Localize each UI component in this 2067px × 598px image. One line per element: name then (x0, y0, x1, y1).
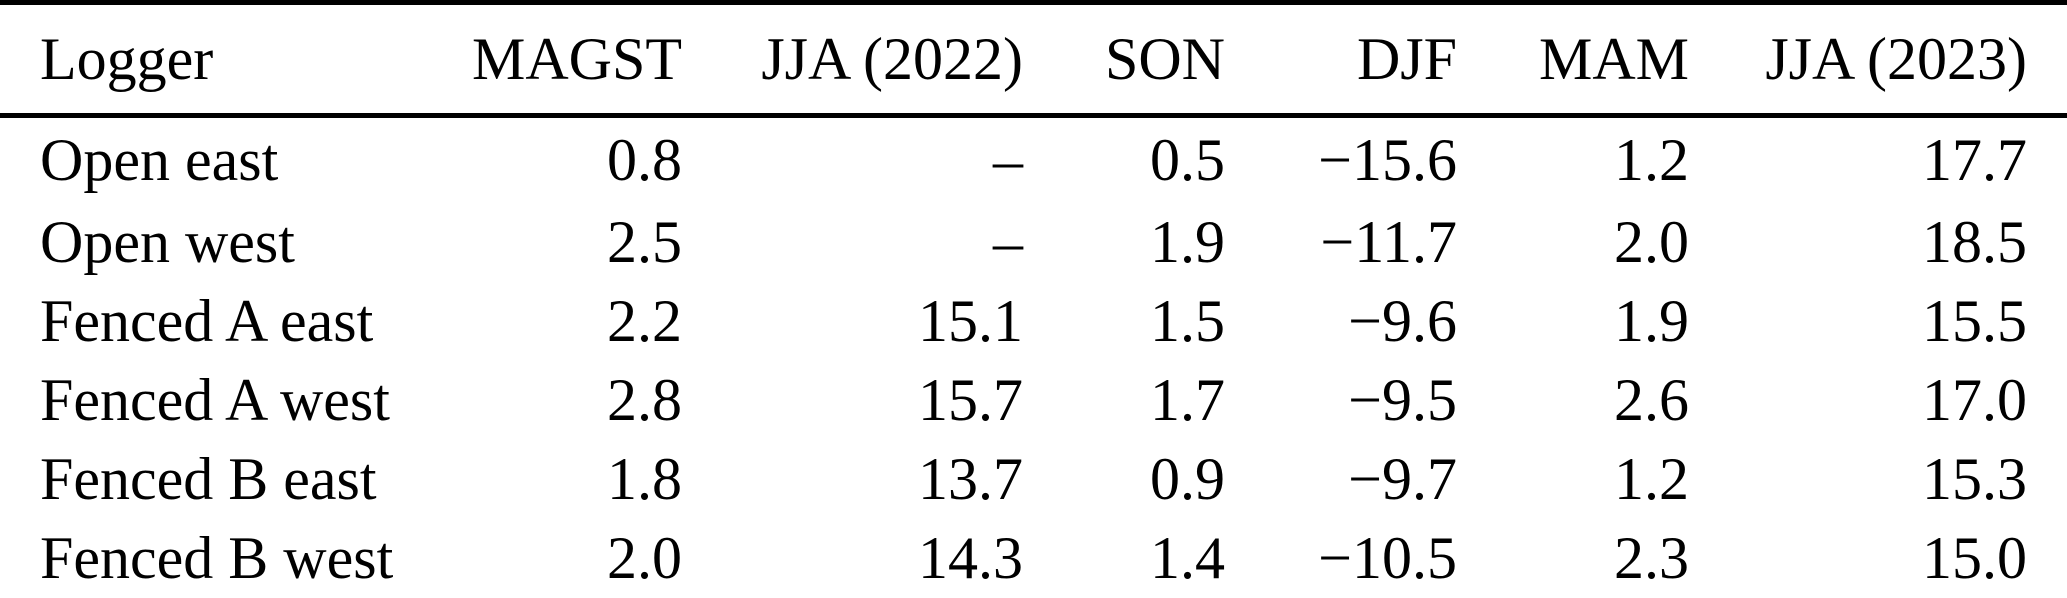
table-cell: 0.5 (1150, 127, 1225, 193)
table-cell: −9.5 (1348, 367, 1457, 433)
table-cell: 15.5 (1922, 288, 2027, 354)
table-cell: – (993, 127, 1023, 193)
row-label-fenced-b-east: Fenced B east (40, 446, 377, 512)
column-header-logger: Logger (0, 2, 442, 118)
table-cell: 1.9 (1614, 288, 1689, 354)
table-cell: 17.0 (1922, 367, 2027, 433)
column-header-djf: DJF (1225, 2, 1457, 118)
table-cell: 2.3 (1614, 525, 1689, 591)
column-header-mam: MAM (1457, 2, 1689, 118)
table-cell: −9.6 (1348, 288, 1457, 354)
table-cell: 2.5 (607, 209, 682, 275)
table-row-open-east: Open east 0.8 – 0.5 −15.6 1.2 17.7 (0, 116, 2067, 204)
table-cell: 2.0 (607, 525, 682, 591)
table-cell: 1.5 (1150, 288, 1225, 354)
table-cell: −9.7 (1348, 446, 1457, 512)
table-row-fenced-b-west: Fenced B west 2.0 14.3 1.4 −10.5 2.3 15.… (0, 519, 2067, 598)
table-cell: 14.3 (918, 525, 1023, 591)
table-cell: 13.7 (918, 446, 1023, 512)
table-cell: 1.8 (607, 446, 682, 512)
table-row-fenced-a-east: Fenced A east 2.2 15.1 1.5 −9.6 1.9 15.5 (0, 282, 2067, 361)
column-header-magst: MAGST (442, 2, 682, 118)
table-cell: 0.8 (607, 127, 682, 193)
row-label-open-west: Open west (40, 209, 295, 275)
table-cell: 1.7 (1150, 367, 1225, 433)
row-label-fenced-b-west: Fenced B west (40, 525, 394, 591)
table-cell: 15.1 (918, 288, 1023, 354)
table-cell: – (993, 209, 1023, 275)
column-header-son: SON (1023, 2, 1225, 118)
table-cell: 1.2 (1614, 127, 1689, 193)
table-cell: −11.7 (1320, 209, 1457, 275)
table-row-fenced-b-east: Fenced B east 1.8 13.7 0.9 −9.7 1.2 15.3 (0, 440, 2067, 519)
table-cell: 15.0 (1922, 525, 2027, 591)
column-header-jja-2022: JJA (2022) (682, 2, 1023, 118)
row-label-fenced-a-east: Fenced A east (40, 288, 374, 354)
table-cell: 17.7 (1922, 127, 2027, 193)
table-cell: −10.5 (1318, 525, 1457, 591)
table-row-fenced-a-west: Fenced A west 2.8 15.7 1.7 −9.5 2.6 17.0 (0, 361, 2067, 440)
table-row-open-west: Open west 2.5 – 1.9 −11.7 2.0 18.5 (0, 203, 2067, 282)
table-cell: 15.3 (1922, 446, 2027, 512)
header-row: Logger MAGST JJA (2022) SON DJF MAM JJA … (0, 2, 2067, 118)
table-cell: 0.9 (1150, 446, 1225, 512)
table-cell: 2.0 (1614, 209, 1689, 275)
table-cell: 15.7 (918, 367, 1023, 433)
table-cell: 18.5 (1922, 209, 2027, 275)
column-header-jja-2023: JJA (2023) (1689, 2, 2067, 118)
row-label-fenced-a-west: Fenced A west (40, 367, 390, 433)
table-cell: 1.4 (1150, 525, 1225, 591)
table-cell: 1.9 (1150, 209, 1225, 275)
table-cell: 2.2 (607, 288, 682, 354)
table-cell: 2.6 (1614, 367, 1689, 433)
table-cell: 1.2 (1614, 446, 1689, 512)
table-cell: 2.8 (607, 367, 682, 433)
table-cell: −15.6 (1318, 127, 1457, 193)
row-label-open-east: Open east (40, 127, 279, 193)
